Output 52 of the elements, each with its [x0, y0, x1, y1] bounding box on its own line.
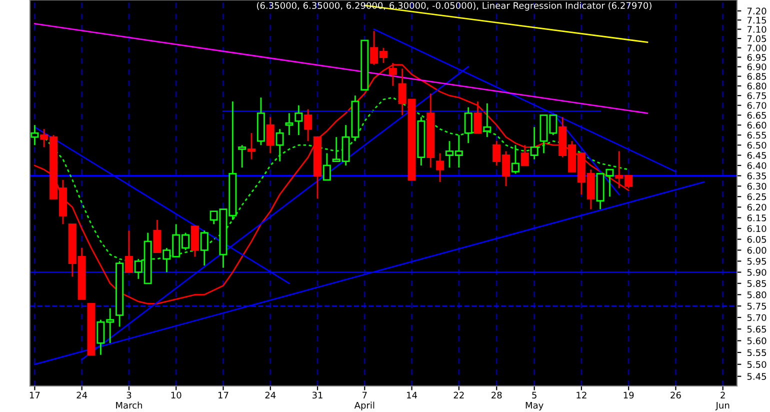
- y-tick-label: 6.45: [747, 152, 766, 159]
- x-tick-label: 28: [492, 392, 502, 399]
- y-tick-label: 7.00: [747, 44, 766, 52]
- y-tick-label: 5.85: [747, 280, 766, 287]
- y-tick-label: 5.80: [747, 291, 766, 298]
- x-tick-label: 24: [265, 392, 276, 398]
- x-tick-label: 12: [576, 392, 586, 398]
- x-tick-label: 14: [407, 392, 418, 398]
- y-tick-label: 5.75: [747, 302, 766, 310]
- y-tick-label: 5.55: [747, 349, 766, 356]
- y-tick-label: 6.55: [747, 132, 766, 139]
- y-tick-label: 7.20: [747, 8, 766, 14]
- x-tick-label: 7 April: [354, 392, 374, 410]
- y-tick-label: 6.75: [747, 92, 766, 100]
- y-tick-label: 7.05: [747, 35, 766, 42]
- x-tick-label: 17: [30, 392, 40, 398]
- y-tick-label: 6.10: [747, 225, 766, 232]
- y-tick-label: 6.50: [747, 142, 766, 149]
- y-tick-label: 6.90: [747, 63, 766, 70]
- y-tick-label: 7.10: [747, 26, 766, 33]
- x-tick-label: 26: [670, 392, 681, 399]
- y-tick-label: 6.35: [747, 172, 766, 180]
- y-tick-label: 5.70: [747, 314, 766, 322]
- y-tick-label: 5.50: [747, 361, 766, 368]
- x-tick-label: 19: [624, 392, 634, 399]
- y-tick-label: 7.15: [747, 16, 766, 24]
- y-tick-label: 6.60: [747, 122, 766, 129]
- x-tick-label: 10: [171, 392, 182, 399]
- y-tick-label: 6.40: [747, 162, 766, 170]
- x-tick-label: 17: [218, 392, 228, 398]
- y-tick-label: 6.85: [747, 73, 766, 80]
- y-tick-label: 6.80: [747, 82, 766, 90]
- y-tick-label: 6.15: [747, 214, 766, 222]
- y-tick-label: 5.60: [747, 337, 766, 344]
- x-tick-label: 3 March: [116, 392, 142, 409]
- y-tick-label: 6.70: [747, 102, 766, 109]
- y-tick-label: 5.95: [747, 258, 766, 265]
- y-tick-label: 6.05: [747, 236, 766, 243]
- y-tick-label: 6.95: [747, 54, 766, 61]
- x-tick-label: 31: [312, 392, 322, 399]
- x-tick-label: 2 Jun: [715, 392, 730, 410]
- y-tick-label: 6.00: [747, 246, 766, 254]
- x-tick-label: 22: [454, 392, 464, 398]
- y-tick-label: 6.20: [747, 204, 766, 211]
- y-tick-label: 6.30: [747, 182, 766, 190]
- y-tick-label: 5.90: [747, 268, 766, 276]
- x-tick-label: 24: [76, 392, 88, 398]
- y-tick-label: 6.25: [747, 193, 766, 200]
- y-tick-label: 5.65: [747, 326, 766, 333]
- y-tick-label: 5.45: [747, 373, 766, 380]
- x-tick-label: 5 May: [526, 392, 544, 410]
- y-tick-label: 6.65: [747, 112, 766, 119]
